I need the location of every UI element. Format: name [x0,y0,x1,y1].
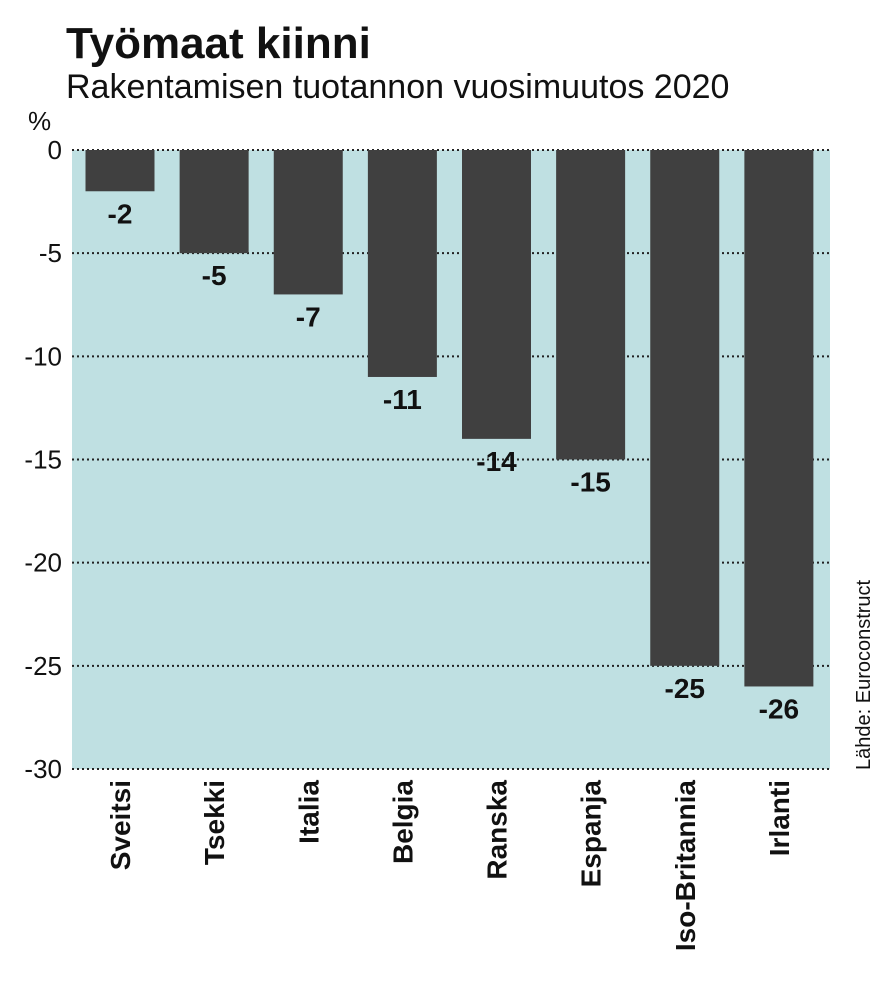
y-tick-label: -5 [39,238,62,268]
bar-tsekki [179,150,249,254]
category-labels: Sveitsi Tsekki Italia Belgia Ranska Espanja Is… [105,780,795,952]
y-axis-ticks: 0 -5 -10 -15 -20 -25 -30 [24,135,62,784]
y-tick-label: -10 [24,341,62,371]
bar-belgia [367,150,437,377]
category-label: Sveitsi [105,780,136,870]
value-label: -11 [383,384,422,415]
category-label: Espanja [576,780,607,888]
bar-iso-britannia [650,150,720,666]
category-label: Ranska [482,780,513,880]
chart-title: Työmaat kiinni [66,19,371,68]
y-tick-label: 0 [48,135,62,165]
value-label: -5 [202,260,227,291]
category-label: Belgia [387,780,418,864]
chart-subtitle: Rakentamisen tuotannon vuosimuutos 2020 [66,68,729,106]
value-label: -15 [570,467,610,498]
value-label: -26 [759,693,799,724]
bar-italia [273,150,343,295]
value-label: -7 [296,301,321,332]
value-label: -2 [108,198,133,229]
bar-sveitsi [85,150,155,192]
value-label: -14 [476,446,517,477]
bar-espanja [556,150,626,460]
value-labels: -2 -5 -7 -11 -14 -15 -25 -26 [108,198,800,724]
y-tick-label: -15 [24,445,62,475]
category-label: Irlanti [764,780,795,856]
y-axis-unit: % [28,106,51,136]
bars [85,150,814,687]
y-tick-label: -25 [24,651,62,681]
category-label: Tsekki [199,780,230,865]
bar-ranska [462,150,531,439]
y-tick-label: -30 [24,754,62,784]
category-label: Iso-Britannia [670,780,701,952]
value-label: -25 [665,673,705,704]
bar-irlanti [744,150,814,687]
y-tick-label: -20 [24,548,62,578]
source-note: Lähde: Euroconstruct [853,579,875,770]
category-label: Italia [293,780,324,844]
